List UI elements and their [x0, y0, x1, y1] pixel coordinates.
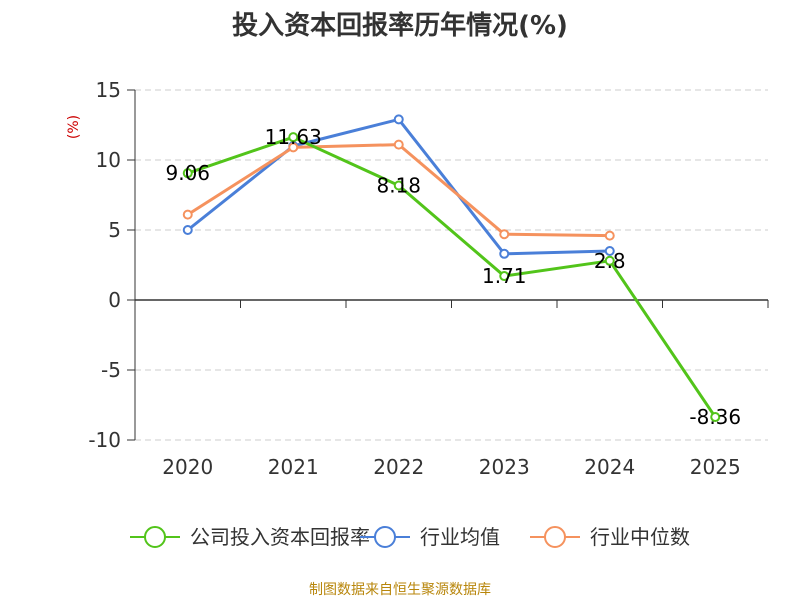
y-tick-label: 0 — [108, 288, 121, 312]
y-tick-label: 10 — [96, 148, 121, 172]
legend-marker-icon — [144, 526, 166, 548]
legend: 公司投入资本回报率 行业均值 行业中位数 — [130, 525, 690, 549]
legend-item[interactable]: 行业均值 — [360, 525, 500, 549]
data-point — [499, 248, 510, 259]
legend-label: 行业均值 — [420, 525, 500, 549]
data-point — [182, 225, 193, 235]
legend-marker-icon — [374, 526, 396, 548]
data-point — [604, 246, 615, 256]
y-tick-label: -5 — [101, 358, 121, 382]
data-label: 9.06 — [165, 161, 210, 185]
y-tick-label: 15 — [96, 78, 121, 102]
legend-label: 行业中位数 — [590, 525, 690, 549]
y-tick-label: 5 — [108, 218, 121, 242]
data-point — [182, 168, 193, 179]
axes: 15 10 5 0 -5 -10 2020 2021 2022 2023 2024 2025 — [88, 78, 769, 479]
x-tick-label: 2021 — [268, 455, 319, 479]
data-label: 11.63 — [265, 125, 322, 149]
x-tick-label: 2022 — [373, 455, 424, 479]
data-point — [393, 180, 404, 191]
x-tick-label: 2023 — [479, 455, 530, 479]
data-point — [604, 230, 615, 241]
data-point — [710, 412, 721, 423]
data-point — [499, 271, 510, 282]
data-label: 2.8 — [594, 249, 626, 273]
series-lines — [182, 114, 721, 423]
data-point — [182, 209, 193, 220]
y-axis-label: (%) — [66, 115, 82, 139]
x-tick-label: 2024 — [584, 455, 635, 479]
data-label: 1.71 — [482, 264, 527, 288]
grid-lines — [135, 89, 768, 441]
data-point — [288, 132, 299, 143]
x-tick-label: 2020 — [162, 455, 213, 479]
data-point — [499, 229, 510, 240]
x-tick-label: 2025 — [690, 455, 741, 479]
chart-title: 投入资本回报率历年情况(%) — [232, 10, 568, 41]
data-point — [288, 142, 299, 153]
legend-marker-icon — [544, 526, 566, 548]
data-label: 8.18 — [376, 173, 421, 197]
data-label: -8.36 — [689, 405, 741, 429]
legend-label: 公司投入资本回报率 — [190, 525, 370, 549]
legend-item[interactable]: 行业中位数 — [530, 525, 690, 549]
data-point — [393, 114, 404, 125]
legend-item[interactable]: 公司投入资本回报率 — [130, 525, 370, 549]
series-line — [187, 135, 717, 418]
data-labels: 9.06 11.63 8.18 1.71 2.8 -8.36 — [165, 125, 741, 429]
y-tick-label: -10 — [88, 428, 121, 452]
data-point — [604, 255, 615, 266]
source-note: 制图数据来自恒生聚源数据库 — [309, 582, 491, 598]
data-point — [393, 139, 404, 150]
